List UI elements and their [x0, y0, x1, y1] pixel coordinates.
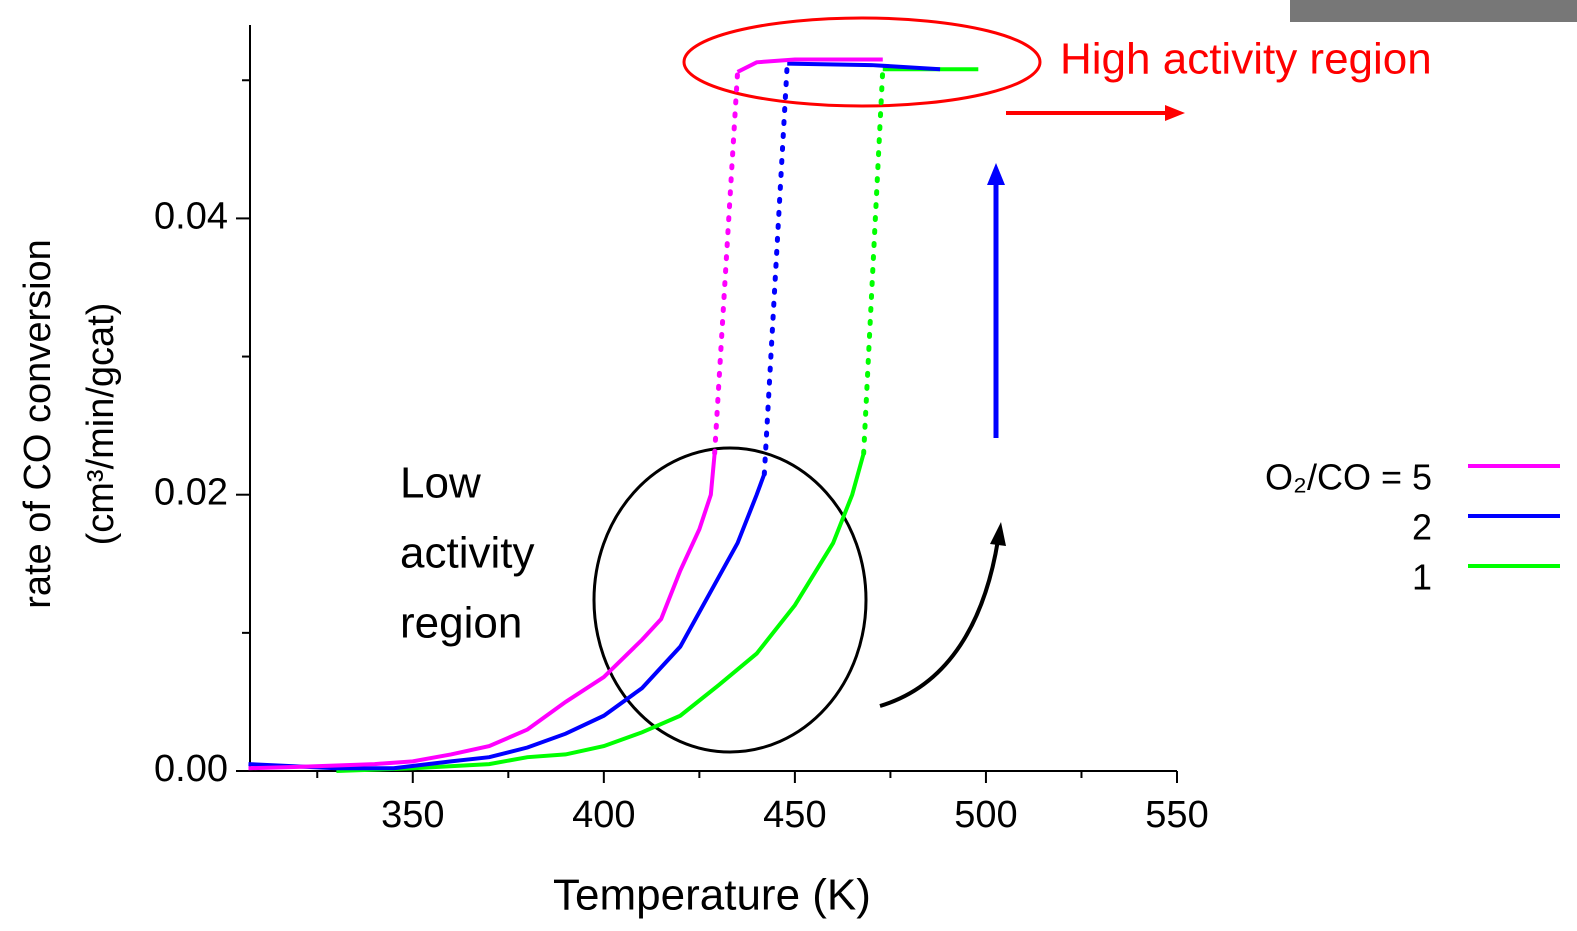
y-tick-label: 0.02: [154, 472, 228, 514]
line: [336, 452, 866, 773]
x-axis-label: Temperature (K): [553, 871, 871, 920]
arrowhead: [1165, 105, 1185, 121]
y-tick-label: 0.04: [154, 195, 228, 237]
x-tick-label: 550: [1145, 794, 1208, 836]
high-region-ellipse: [682, 16, 1042, 108]
x-tick-label: 400: [572, 794, 635, 836]
arrowhead: [990, 522, 1006, 546]
line: [787, 61, 941, 72]
photo-fragment: [1290, 0, 1577, 22]
x-tick-label: 500: [954, 794, 1017, 836]
annotation: activity: [400, 529, 534, 578]
transition-line: [861, 66, 886, 456]
x-tick-label: 350: [381, 794, 444, 836]
arrow: [879, 539, 1000, 708]
line: [248, 453, 717, 771]
annotation: High activity region: [1060, 35, 1432, 84]
transition-line: [761, 61, 790, 477]
low-region-ellipse: [592, 446, 868, 754]
y-axis-label: (cm³/min/gcat): [80, 303, 122, 546]
transition-line: [712, 69, 741, 456]
x-tick-label: 450: [763, 794, 826, 836]
legend-label: O₂/CO = 5: [1265, 457, 1432, 498]
y-tick-label: 0.00: [154, 748, 228, 790]
annotation: region: [400, 599, 522, 648]
legend-label: 1: [1412, 557, 1432, 598]
y-axis-label: rate of CO conversion: [17, 239, 59, 609]
legend-label: 2: [1412, 507, 1432, 548]
line: [248, 473, 767, 771]
line: [736, 57, 883, 74]
arrowhead: [987, 163, 1005, 185]
annotation: Low: [400, 459, 481, 508]
